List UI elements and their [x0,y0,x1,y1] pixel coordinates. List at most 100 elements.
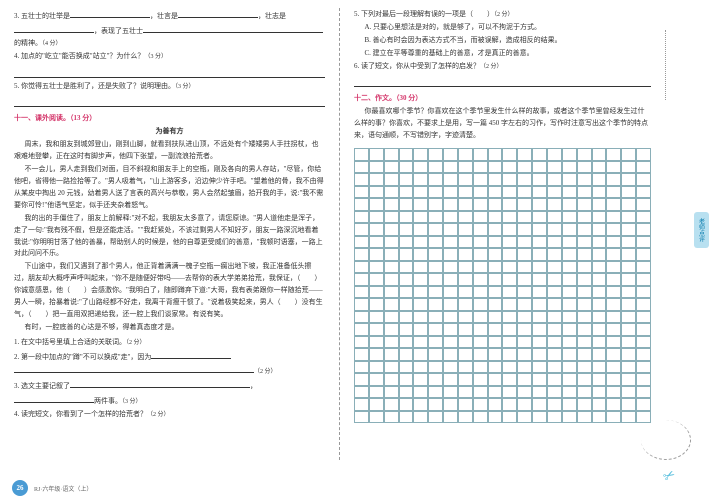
essay-cell [636,211,651,224]
essay-cell [547,261,562,274]
essay-cell [577,398,592,411]
essay-cell [428,186,443,199]
essay-cell [369,273,384,286]
essay-cell [606,286,621,299]
essay-row [354,148,651,161]
essay-cell [562,386,577,399]
scissor-icon: ✂ [661,466,680,487]
essay-cell [369,361,384,374]
essay-cell [488,336,503,349]
essay-cell [428,248,443,261]
rq3: 3. 选文主要记叙了， [14,379,325,393]
essay-cell [562,273,577,286]
essay-cell [547,398,562,411]
essay-cell [384,261,399,274]
essay-cell [458,323,473,336]
essay-cell [577,198,592,211]
essay-cell [502,361,517,374]
essay-cell [384,223,399,236]
essay-cell [547,248,562,261]
essay-cell [384,186,399,199]
essay-cell [517,198,532,211]
essay-cell [473,223,488,236]
essay-cell [592,236,607,249]
essay-cell [488,223,503,236]
essay-cell [562,361,577,374]
essay-cell [517,248,532,261]
essay-cell [606,198,621,211]
essay-cell [577,286,592,299]
essay-row [354,186,651,199]
essay-cell [384,161,399,174]
essay-cell [369,348,384,361]
essay-cell [384,148,399,161]
essay-cell [399,198,414,211]
essay-cell [606,186,621,199]
essay-cell [562,411,577,424]
essay-cell [488,186,503,199]
essay-cell [399,186,414,199]
essay-cell [413,298,428,311]
essay-cell [592,223,607,236]
essay-cell [458,223,473,236]
essay-cell [592,311,607,324]
teacher-comment-label: 老师点评 [694,212,709,248]
essay-cell [577,348,592,361]
essay-cell [621,361,636,374]
essay-row [354,236,651,249]
essay-cell [413,261,428,274]
essay-cell [577,298,592,311]
essay-cell [562,348,577,361]
essay-cell [621,273,636,286]
essay-cell [458,398,473,411]
essay-cell [517,286,532,299]
section-11-title: 十一、课外阅读。（13 分） [14,113,325,123]
essay-cell [577,211,592,224]
essay-cell [384,348,399,361]
essay-cell [532,361,547,374]
essay-cell [562,186,577,199]
essay-cell [384,198,399,211]
essay-cell [458,286,473,299]
essay-cell [606,323,621,336]
essay-cell [562,323,577,336]
essay-cell [488,311,503,324]
essay-cell [532,198,547,211]
essay-cell [473,161,488,174]
para3: 我的出的手僵住了，朋友上前解释:"对不起，我朋友太多意了，请您原谅。"男人道他走… [14,213,325,261]
essay-cell [532,223,547,236]
essay-cell [428,261,443,274]
essay-cell [443,198,458,211]
essay-cell [413,311,428,324]
essay-cell [517,386,532,399]
essay-cell [547,161,562,174]
essay-cell [399,261,414,274]
essay-cell [517,148,532,161]
essay-cell [369,223,384,236]
essay-cell [354,298,369,311]
essay-cell [592,286,607,299]
essay-cell [621,348,636,361]
essay-cell [621,261,636,274]
essay-cell [354,323,369,336]
essay-cell [562,161,577,174]
essay-cell [577,173,592,186]
essay-cell [384,386,399,399]
essay-cell [592,148,607,161]
essay-cell [399,336,414,349]
essay-cell [354,373,369,386]
essay-cell [502,261,517,274]
essay-cell [502,286,517,299]
essay-cell [413,173,428,186]
essay-cell [636,311,651,324]
essay-cell [592,298,607,311]
essay-cell [458,361,473,374]
essay-cell [384,311,399,324]
essay-cell [413,336,428,349]
sidebar: 老师点评 [681,0,721,460]
essay-cell [369,161,384,174]
essay-cell [577,148,592,161]
essay-cell [369,398,384,411]
essay-cell [443,361,458,374]
essay-row [354,261,651,274]
